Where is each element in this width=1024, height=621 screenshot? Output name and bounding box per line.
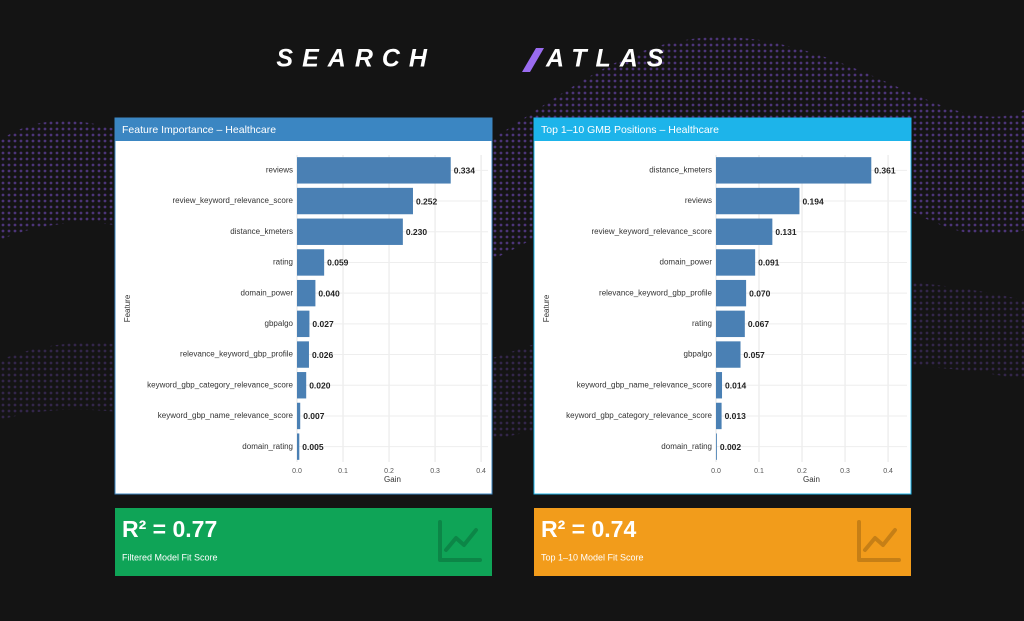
y-tick-label: gbpalgo	[684, 350, 713, 359]
y-tick-label: keyword_gbp_name_relevance_score	[577, 380, 713, 389]
x-tick-label: 0.0	[711, 468, 721, 475]
y-tick-label: review_keyword_relevance_score	[172, 196, 293, 205]
bar	[297, 341, 309, 368]
bar	[716, 279, 747, 307]
x-tick-label: 0.3	[430, 468, 440, 475]
panel-header	[115, 118, 492, 141]
y-tick-label: relevance_keyword_gbp_profile	[599, 288, 713, 297]
bar	[716, 310, 745, 338]
y-tick-label: reviews	[685, 196, 712, 205]
chart-icon	[857, 520, 901, 562]
value-label: 0.014	[725, 381, 747, 391]
value-label: 0.070	[749, 288, 771, 298]
y-tick-label: relevance_keyword_gbp_profile	[180, 350, 294, 359]
bar	[716, 341, 741, 368]
bar	[297, 157, 451, 184]
value-label: 0.026	[312, 350, 334, 360]
y-tick-label: domain_rating	[661, 442, 712, 451]
score-card	[115, 508, 492, 576]
y-axis-title: Feature	[542, 294, 551, 322]
value-label: 0.005	[302, 442, 324, 452]
x-axis-title: Gain	[803, 475, 820, 484]
value-label: 0.230	[406, 227, 428, 237]
y-tick-label: gbpalgo	[265, 319, 294, 328]
value-label: 0.002	[720, 442, 742, 452]
x-tick-label: 0.0	[292, 468, 302, 475]
bar	[297, 279, 316, 307]
value-label: 0.194	[802, 196, 824, 206]
bar	[716, 372, 723, 399]
y-tick-label: keyword_gbp_name_relevance_score	[158, 411, 294, 420]
value-label: 0.334	[454, 166, 476, 176]
value-label: 0.059	[327, 258, 349, 268]
value-label: 0.361	[874, 166, 896, 176]
bar	[297, 372, 307, 399]
x-tick-label: 0.4	[883, 468, 893, 475]
bar	[716, 157, 872, 184]
panel-header	[534, 118, 911, 141]
value-label: 0.013	[725, 411, 747, 421]
charts: Feature Importance – Healthcare 0.0 0.1 0.2…	[114, 117, 912, 576]
value-label: 0.057	[744, 350, 766, 360]
logo-text: ATLAS	[545, 45, 672, 73]
bar	[297, 249, 325, 276]
value-label: 0.067	[748, 319, 770, 329]
bar	[297, 310, 310, 338]
bar	[716, 187, 800, 215]
score-caption: Top 1–10 Model Fit Score	[541, 552, 644, 562]
x-tick-label: 0.2	[384, 468, 394, 475]
value-label: 0.007	[303, 411, 325, 421]
y-tick-label: review_keyword_relevance_score	[591, 227, 712, 236]
logo-slash	[522, 48, 544, 72]
bar	[297, 402, 301, 430]
y-axis-title: Feature	[123, 294, 132, 322]
bar	[297, 187, 413, 215]
y-tick-label: domain_rating	[242, 442, 293, 451]
y-tick-label: rating	[692, 319, 712, 328]
value-label: 0.020	[309, 381, 331, 391]
y-tick-label: keyword_gbp_category_relevance_score	[566, 411, 712, 420]
panel-title: Top 1–10 GMB Positions – Healthcare	[541, 124, 719, 136]
x-tick-label: 0.1	[338, 468, 348, 475]
value-label: 0.131	[775, 227, 797, 237]
y-tick-label: domain_power	[660, 258, 713, 267]
value-label: 0.027	[312, 319, 334, 329]
score-card	[534, 508, 911, 576]
y-tick-label: keyword_gbp_category_relevance_score	[147, 380, 293, 389]
bar	[716, 402, 722, 430]
y-tick-label: rating	[273, 258, 293, 267]
panel-title: Feature Importance – Healthcare	[122, 124, 276, 136]
score: R² = 0.74	[541, 516, 636, 542]
value-label: 0.091	[758, 258, 780, 268]
value-label: 0.252	[416, 196, 438, 206]
x-tick-label: 0.1	[754, 468, 764, 475]
y-tick-label: reviews	[266, 165, 293, 174]
x-tick-label: 0.3	[840, 468, 850, 475]
score: R² = 0.77	[122, 516, 217, 542]
y-tick-label: distance_kmeters	[649, 165, 712, 174]
bar	[297, 433, 300, 460]
score-caption: Filtered Model Fit Score	[122, 552, 218, 562]
x-axis-title: Gain	[384, 475, 401, 484]
value-label: 0.040	[318, 288, 340, 298]
bar	[297, 218, 403, 245]
bar	[716, 433, 717, 460]
bar	[716, 218, 773, 245]
chart-icon	[438, 520, 482, 562]
y-tick-label: distance_kmeters	[230, 227, 293, 236]
x-tick-label: 0.4	[476, 468, 486, 475]
y-tick-label: domain_power	[241, 288, 294, 297]
x-tick-label: 0.2	[797, 468, 807, 475]
bar	[716, 249, 756, 276]
logo: SEARCH ATLAS	[276, 45, 672, 73]
logo-text: SEARCH	[276, 45, 436, 73]
